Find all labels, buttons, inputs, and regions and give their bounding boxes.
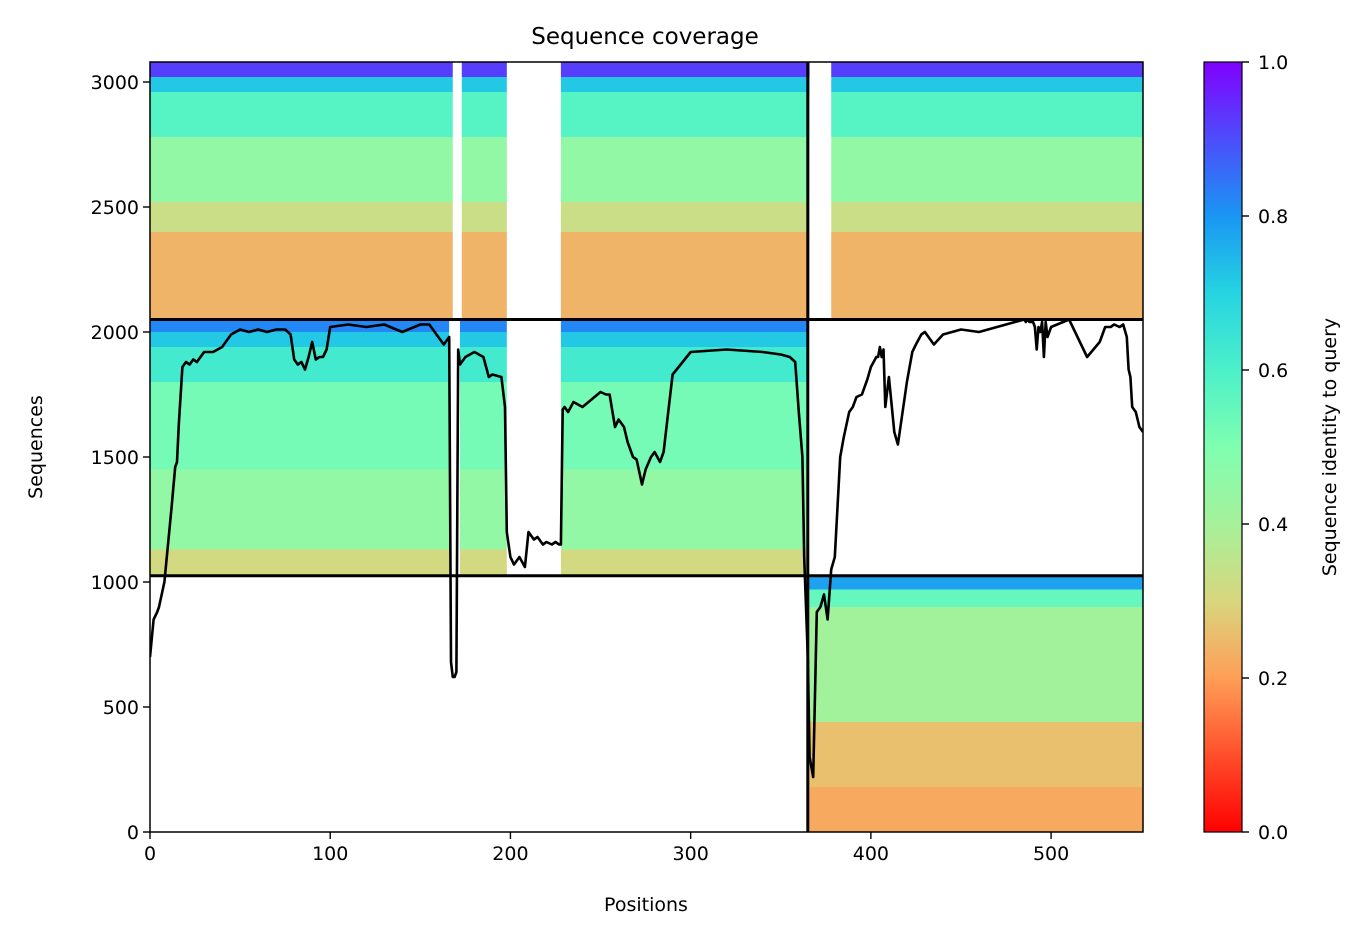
y-tick-label: 1500 — [91, 447, 139, 469]
identity-band — [461, 232, 507, 320]
identity-band — [150, 62, 453, 77]
y-tick-label: 1000 — [91, 572, 139, 594]
identity-band — [150, 332, 450, 347]
identity-band — [150, 92, 453, 137]
identity-band — [150, 137, 453, 202]
identity-band — [150, 549, 450, 576]
identity-band — [459, 382, 507, 470]
y-tick-label: 500 — [103, 697, 139, 719]
identity-band — [807, 575, 1143, 590]
identity-band — [459, 332, 507, 347]
identity-band — [461, 137, 507, 202]
identity-band — [807, 787, 1143, 832]
identity-band — [461, 62, 507, 77]
identity-band — [560, 232, 810, 320]
identity-band — [560, 202, 810, 232]
identity-band — [560, 92, 810, 137]
x-tick-label: 200 — [492, 843, 528, 865]
y-tick-label: 2000 — [91, 322, 139, 344]
x-tick-label: 0 — [144, 843, 156, 865]
coverage-line — [150, 318, 1143, 779]
identity-band — [831, 137, 1143, 202]
identity-band — [461, 77, 507, 92]
chart-title: Sequence coverage — [531, 24, 759, 50]
identity-band — [831, 77, 1143, 92]
identity-band — [831, 202, 1143, 232]
identity-band — [807, 607, 1143, 722]
colorbar-tick-label: 0.2 — [1258, 668, 1288, 690]
identity-band — [560, 319, 808, 332]
identity-band — [560, 549, 808, 576]
coverage-line-group — [150, 318, 1143, 779]
colorbar-tick-label: 0.6 — [1258, 360, 1288, 382]
colorbar-label: Sequence identity to query — [1319, 318, 1341, 576]
colorbar-tick-label: 0.0 — [1258, 822, 1288, 844]
identity-band — [150, 319, 450, 332]
identity-band — [150, 77, 453, 92]
x-axis-label: Positions — [604, 894, 688, 916]
identity-band — [150, 202, 453, 232]
identity-band — [459, 469, 507, 550]
identity-band — [560, 77, 810, 92]
coverage-blocks — [150, 62, 1143, 832]
identity-band — [459, 549, 507, 576]
identity-band — [459, 319, 507, 332]
block-paired — [150, 62, 1143, 320]
identity-band — [831, 62, 1143, 77]
x-tick-label: 400 — [853, 843, 889, 865]
identity-band — [461, 92, 507, 137]
identity-band — [831, 232, 1143, 320]
identity-band — [150, 469, 450, 550]
identity-band — [560, 137, 810, 202]
y-tick-label: 3000 — [91, 72, 139, 94]
x-axis: 0 100 200 300 400 500 — [144, 832, 1069, 865]
y-tick-label: 2500 — [91, 197, 139, 219]
identity-band — [560, 332, 808, 347]
identity-band — [150, 382, 450, 470]
colorbar-ticks: 0.0 0.2 0.4 0.6 0.8 1.0 — [1242, 52, 1288, 844]
identity-band — [150, 232, 453, 320]
block-chain-2-only — [807, 575, 1143, 832]
colorbar-tick-label: 0.8 — [1258, 206, 1288, 228]
identity-band — [831, 92, 1143, 137]
colorbar-tick-label: 0.4 — [1258, 514, 1288, 536]
identity-band — [560, 62, 810, 77]
block-chain-1-only — [150, 319, 808, 576]
y-tick-label: 0 — [127, 822, 139, 844]
identity-band — [560, 382, 808, 470]
identity-band — [461, 202, 507, 232]
x-tick-label: 100 — [312, 843, 348, 865]
y-axis: 0 500 1000 1500 2000 2500 3000 — [91, 72, 150, 844]
x-tick-label: 300 — [673, 843, 709, 865]
x-tick-label: 500 — [1033, 843, 1069, 865]
identity-band — [807, 722, 1143, 787]
identity-band — [560, 469, 808, 550]
plot-frame — [149, 61, 1144, 833]
colorbar-tick-label: 1.0 — [1258, 52, 1288, 74]
y-axis-label: Sequences — [25, 395, 47, 499]
colorbar — [1203, 61, 1243, 833]
identity-band — [807, 589, 1143, 607]
